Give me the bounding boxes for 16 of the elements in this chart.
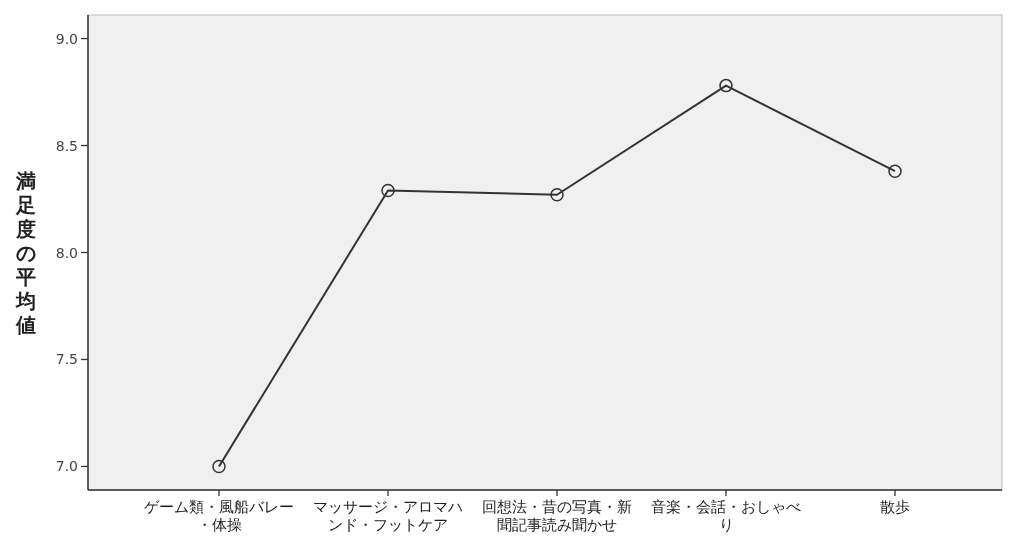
y-tick-label: 9.0 (55, 30, 78, 47)
y-tick-label: 7.5 (55, 351, 78, 368)
point (381, 183, 395, 198)
x-tick-label: 音楽・会話・おしゃべり (651, 498, 801, 534)
y-tick-label: 7.0 (55, 458, 78, 475)
y-axis-title: 満足度の平均値 (15, 168, 36, 337)
point (550, 187, 564, 202)
point (212, 459, 226, 474)
y-tick-label: 8.0 (55, 244, 78, 261)
point (719, 78, 733, 93)
point (888, 164, 902, 178)
x-tick-label: 散歩 (880, 498, 910, 516)
x-tick-label: マッサージ・アロマハンド・フットケア (313, 498, 463, 534)
x-tick-label: ゲーム類・風船バレー・体操 (144, 498, 294, 534)
y-tick-label: 8.5 (55, 137, 78, 154)
x-tick-label: 回想法・昔の写真・新聞記事読み聞かせ (482, 498, 632, 534)
